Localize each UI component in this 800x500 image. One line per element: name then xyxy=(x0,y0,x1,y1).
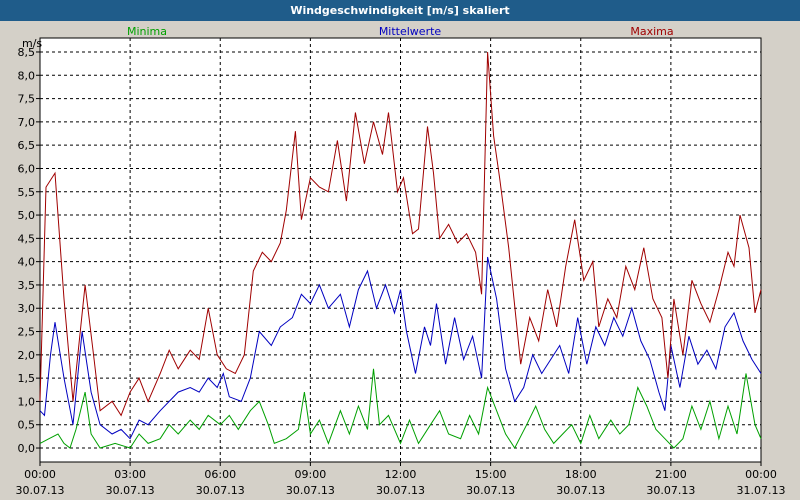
y-tick-label: 6,5 xyxy=(18,139,36,152)
y-tick-label: 5,0 xyxy=(18,209,36,222)
y-tick-label: 7,0 xyxy=(18,116,36,129)
x-axis-ticks: 00:00 30.07.13 03:00 30.07.13 06:00 30.07.13 0… xyxy=(16,462,786,497)
x-tick-time: 09:00 xyxy=(295,468,327,481)
window-title: Windgeschwindigkeit [m/s] skaliert xyxy=(290,4,510,17)
x-tick-date: 30.07.13 xyxy=(376,484,425,497)
series-line-maxima xyxy=(39,51,762,417)
y-tick-label: 7,5 xyxy=(18,93,36,106)
x-tick-date: 30.07.13 xyxy=(286,484,335,497)
x-tick-time: 06:00 xyxy=(204,468,236,481)
y-tick-label: 4,0 xyxy=(18,256,36,269)
x-tick-date: 31.07.13 xyxy=(737,484,786,497)
wind-speed-chart: 0,0 0,5 1,0 1,5 2,0 2,5 3,0 3,5 4,0 4,5 5,0 5,5 6,0 6… xyxy=(0,21,800,500)
series-line-minima xyxy=(39,368,762,449)
y-axis-ticks: 0,0 0,5 1,0 1,5 2,0 2,5 3,0 3,5 4,0 4,5 5,0 5,5 6,0 6… xyxy=(18,46,40,455)
y-tick-label: 8,0 xyxy=(18,69,36,82)
y-tick-label: 1,0 xyxy=(18,395,36,408)
x-tick-date: 30.07.13 xyxy=(196,484,245,497)
x-tick-time: 18:00 xyxy=(565,468,597,481)
x-tick-date: 30.07.13 xyxy=(106,484,155,497)
x-tick-time: 12:00 xyxy=(385,468,417,481)
grid-lines xyxy=(40,38,761,462)
y-tick-label: 0,0 xyxy=(18,442,36,455)
legend-maxima: Maxima xyxy=(630,25,673,38)
legend-mittelwerte: Mittelwerte xyxy=(379,25,442,38)
y-tick-label: 1,5 xyxy=(18,372,36,385)
y-tick-label: 5,5 xyxy=(18,186,36,199)
series-line-mittelwerte xyxy=(39,256,762,440)
y-tick-label: 4,5 xyxy=(18,232,36,245)
x-tick-time: 00:00 xyxy=(24,468,56,481)
y-tick-label: 8,5 xyxy=(18,46,36,59)
x-tick-date: 30.07.13 xyxy=(646,484,695,497)
x-tick-time: 15:00 xyxy=(475,468,507,481)
series-lines xyxy=(39,51,762,449)
x-tick-date: 30.07.13 xyxy=(556,484,605,497)
x-tick-time: 00:00 xyxy=(745,468,777,481)
y-tick-label: 2,0 xyxy=(18,349,36,362)
y-tick-label: 3,0 xyxy=(18,302,36,315)
y-tick-label: 0,5 xyxy=(18,419,36,432)
legend-minima: Minima xyxy=(127,25,167,38)
y-axis-label: m/s xyxy=(22,37,42,50)
x-tick-date: 30.07.13 xyxy=(466,484,515,497)
x-tick-date: 30.07.13 xyxy=(16,484,65,497)
y-tick-label: 6,0 xyxy=(18,162,36,175)
y-tick-label: 3,5 xyxy=(18,279,36,292)
x-tick-time: 21:00 xyxy=(655,468,687,481)
x-tick-time: 03:00 xyxy=(114,468,146,481)
chart-title-bar: Windgeschwindigkeit [m/s] skaliert xyxy=(0,0,800,21)
legend: Minima Mittelwerte Maxima xyxy=(127,25,674,38)
y-tick-label: 2,5 xyxy=(18,326,36,339)
